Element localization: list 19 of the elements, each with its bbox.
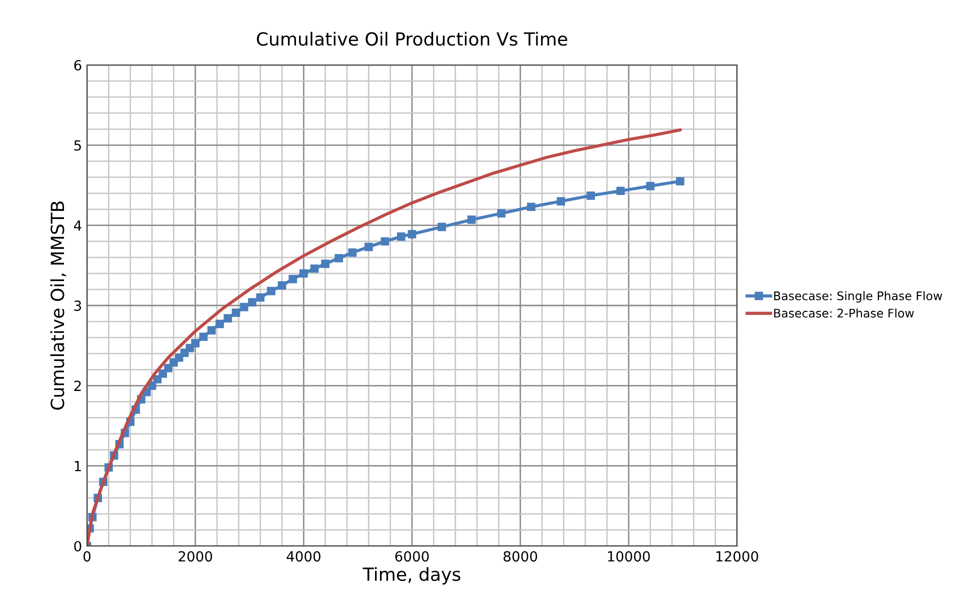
y-tick-label: 5 [74, 140, 81, 151]
y-tick-label: 6 [74, 60, 82, 70]
y-tick-label: 1 [74, 460, 81, 472]
x-axis-title: Time, days [362, 567, 460, 585]
x-tick-label: 10000 [608, 551, 650, 562]
x-tick-label: 8000 [504, 551, 538, 562]
y-tick-label: 2 [74, 380, 81, 391]
y-tick-label: 3 [74, 300, 82, 311]
y-axis-title: Cumulative Oil, MMSTB [50, 202, 66, 410]
y-tick-label: 4 [74, 220, 82, 231]
chart-title: Cumulative Oil Production Vs Time [256, 32, 568, 46]
legend-label: Basecase: 2-Phase Flow [774, 308, 914, 318]
x-tick-label: 4000 [286, 551, 320, 562]
x-tick-label: 2000 [178, 551, 212, 562]
x-tick-label: 12000 [716, 551, 758, 562]
x-tick-label: 6000 [395, 551, 429, 562]
y-tick-label: 0 [74, 540, 82, 552]
x-tick-label: 0 [83, 551, 90, 562]
legend-label: Basecase: Single Phase Flow [774, 291, 942, 303]
